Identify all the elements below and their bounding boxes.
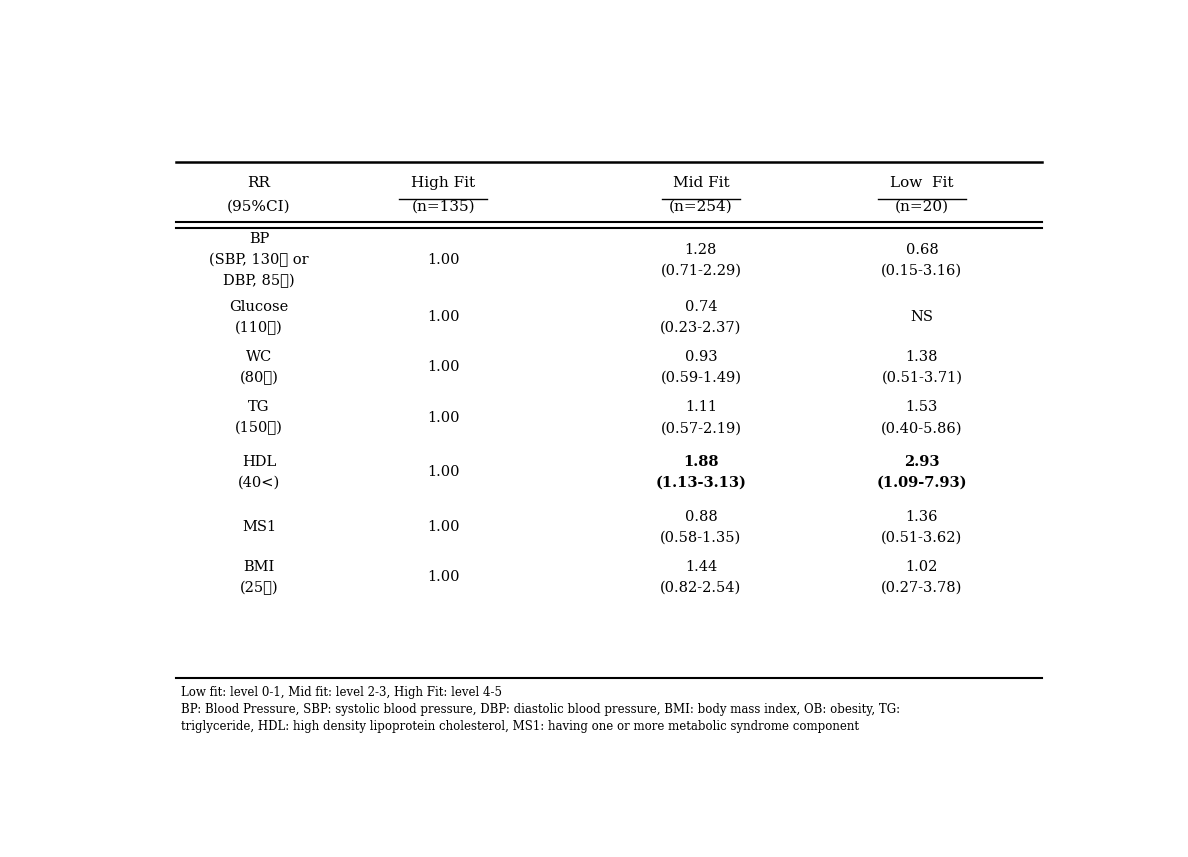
Text: (0.71-2.29): (0.71-2.29) [661, 264, 741, 278]
Text: 0.68: 0.68 [905, 243, 939, 256]
Text: (0.82-2.54): (0.82-2.54) [661, 581, 741, 595]
Text: 0.74: 0.74 [684, 300, 718, 314]
Text: triglyceride, HDL: high density lipoprotein cholesterol, MS1: having one or more: triglyceride, HDL: high density lipoprot… [181, 721, 859, 734]
Text: 1.00: 1.00 [426, 310, 460, 324]
Text: (n=20): (n=20) [895, 200, 949, 214]
Text: (0.57-2.19): (0.57-2.19) [661, 421, 741, 435]
Text: BMI: BMI [244, 560, 274, 573]
Text: Low  Fit: Low Fit [890, 177, 954, 190]
Text: 1.53: 1.53 [905, 400, 939, 414]
Text: (0.51-3.71): (0.51-3.71) [881, 371, 962, 385]
Text: (40<): (40<) [238, 476, 280, 490]
Text: 1.02: 1.02 [905, 560, 939, 573]
Text: (0.27-3.78): (0.27-3.78) [881, 581, 962, 595]
Text: (0.23-2.37): (0.23-2.37) [661, 321, 741, 335]
Text: (0.59-1.49): (0.59-1.49) [661, 371, 741, 385]
Text: 1.38: 1.38 [905, 350, 939, 364]
Text: 1.36: 1.36 [905, 510, 939, 524]
Text: 1.44: 1.44 [684, 560, 718, 573]
Text: TG: TG [248, 400, 270, 414]
Text: Low fit: level 0-1, Mid fit: level 2-3, High Fit: level 4-5: Low fit: level 0-1, Mid fit: level 2-3, … [181, 686, 501, 699]
Text: 1.00: 1.00 [426, 570, 460, 584]
Text: (1.13-3.13): (1.13-3.13) [656, 476, 746, 490]
Text: MS1: MS1 [242, 520, 276, 534]
Text: 0.88: 0.88 [684, 510, 718, 524]
Text: (95%CI): (95%CI) [227, 200, 291, 214]
Text: High Fit: High Fit [411, 177, 475, 190]
Text: BP: Blood Pressure, SBP: systolic blood pressure, DBP: diastolic blood pressure,: BP: Blood Pressure, SBP: systolic blood … [181, 704, 899, 716]
Text: (150≧): (150≧) [235, 421, 283, 435]
Text: Mid Fit: Mid Fit [672, 177, 729, 190]
Text: BP: BP [248, 232, 270, 246]
Text: (n=135): (n=135) [411, 200, 475, 214]
Text: (n=254): (n=254) [669, 200, 733, 214]
Text: DBP, 85≧): DBP, 85≧) [223, 274, 295, 289]
Text: (0.40-5.86): (0.40-5.86) [881, 421, 962, 435]
Text: (110≧): (110≧) [235, 321, 283, 335]
Text: Glucose: Glucose [229, 300, 289, 314]
Text: 0.93: 0.93 [684, 350, 718, 364]
Text: HDL: HDL [242, 455, 276, 469]
Text: (25≧): (25≧) [240, 581, 278, 595]
Text: 1.88: 1.88 [683, 455, 719, 469]
Text: 2.93: 2.93 [904, 455, 940, 469]
Text: (0.58-1.35): (0.58-1.35) [661, 530, 741, 545]
Text: 1.28: 1.28 [684, 243, 718, 256]
Text: NS: NS [910, 310, 934, 324]
Text: (1.09-7.93): (1.09-7.93) [877, 476, 967, 490]
Text: 1.11: 1.11 [685, 400, 716, 414]
Text: (80≧): (80≧) [240, 371, 278, 385]
Text: 1.00: 1.00 [426, 520, 460, 534]
Text: 1.00: 1.00 [426, 411, 460, 424]
Text: WC: WC [246, 350, 272, 364]
Text: (0.51-3.62): (0.51-3.62) [881, 530, 962, 545]
Text: 1.00: 1.00 [426, 253, 460, 267]
Text: 1.00: 1.00 [426, 361, 460, 375]
Text: (SBP, 130≧ or: (SBP, 130≧ or [209, 253, 309, 267]
Text: RR: RR [247, 177, 271, 190]
Text: (0.15-3.16): (0.15-3.16) [881, 264, 962, 278]
Text: 1.00: 1.00 [426, 465, 460, 479]
